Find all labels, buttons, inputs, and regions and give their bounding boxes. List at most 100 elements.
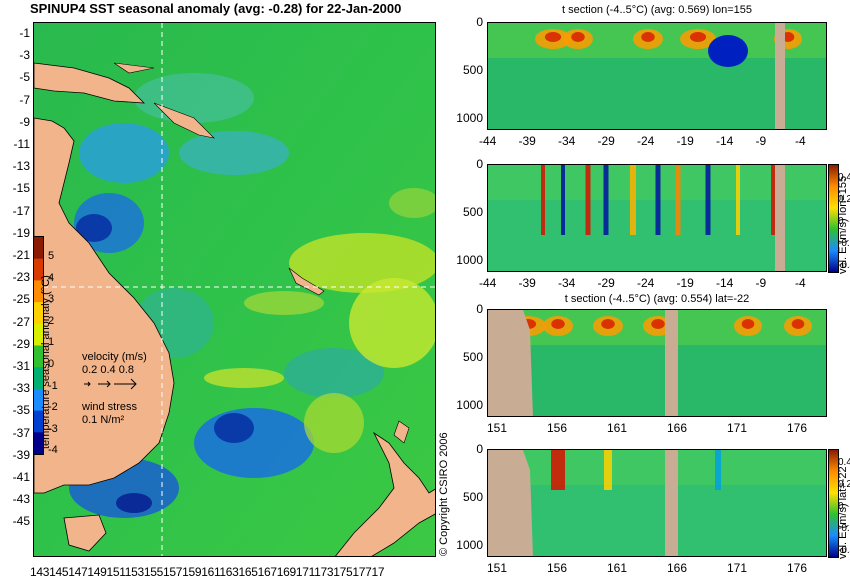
latitude-tick-label: -41: [12, 470, 30, 484]
latitude-tick-label: -43: [12, 492, 30, 507]
velocity-legend-scale: 0.2 0.4 0.8: [82, 364, 134, 376]
temperature-colorbar: [33, 236, 44, 455]
latitude-tick-label: -29: [12, 336, 30, 351]
depth-tick-label: 1000: [456, 398, 483, 412]
colorbar-swatch: [34, 367, 43, 390]
x-axis-tick-label: 156: [547, 561, 568, 575]
colorbar-tick-label: 4: [48, 271, 55, 284]
x-axis-tick-label: -34: [558, 276, 576, 290]
latitude-tick-label: -25: [12, 292, 30, 307]
colorbar-swatch: [34, 345, 43, 368]
colorbar-swatch: [34, 323, 43, 346]
velocity-colorbar-tick: 0.4: [838, 172, 850, 183]
cool-anomaly-patch: [79, 123, 169, 183]
x-axis-tick-label: 166: [667, 421, 688, 435]
latitude-tick-label: -15: [12, 181, 30, 196]
cool-anomaly-patch: [284, 348, 384, 398]
x-axis-tick-label: 171: [727, 561, 748, 575]
colorbar-tick-label: -2: [48, 401, 58, 414]
colorbar-swatch: [34, 410, 43, 433]
x-axis-tick-label: -9: [755, 134, 767, 148]
warm-core: [601, 319, 615, 329]
latitude-tick-label: -9: [19, 114, 30, 129]
warm-core: [571, 32, 585, 42]
colorbar-tick-label: 2: [48, 314, 55, 327]
velocity-stripe: [705, 165, 711, 235]
x-axis-tick-label: -4: [795, 134, 806, 148]
x-axis-tick-label: 176: [787, 561, 808, 575]
velocity-stripe: [604, 450, 612, 490]
colorbar-tick-label: 5: [48, 250, 55, 262]
latitude-tick-label: -13: [12, 159, 30, 174]
latitude-tick-label: -27: [12, 314, 30, 329]
section-panel-1[interactable]: [487, 22, 827, 130]
depth-tick-label: 500: [462, 350, 483, 364]
colorbar-swatch: [34, 237, 43, 260]
warm-anomaly-patch: [204, 368, 284, 388]
velocity-colorbar: [828, 164, 839, 273]
cool-anomaly-patch: [194, 408, 314, 478]
cold-eddy: [708, 35, 748, 67]
velocity-stripe: [541, 165, 545, 235]
velocity-stripe: [561, 165, 565, 235]
x-axis-tick-label: 166: [667, 561, 688, 575]
x-axis-tick-label: 171: [727, 421, 748, 435]
warm-core: [551, 319, 565, 329]
longitude-labels: 1431451471491511531551571591611631651671…: [30, 565, 385, 579]
latitude-tick-label: -19: [12, 225, 30, 240]
island-land: [113, 62, 155, 74]
warm-anomaly-patch: [349, 278, 435, 368]
x-axis-tick-label: -14: [716, 276, 734, 290]
colorbar-tick-label: -4: [48, 444, 58, 457]
velocity-colorbar-tick: 0.2: [838, 194, 850, 205]
warm-core: [641, 32, 655, 42]
x-axis-tick-label: -39: [518, 134, 536, 148]
warm-anomaly-patch: [289, 233, 435, 293]
colorbar-swatch: [34, 302, 43, 325]
colorbar-tick-label: 0: [48, 358, 55, 370]
section-panel-4[interactable]: [487, 449, 827, 557]
velocity-colorbar-tick: -0.2: [838, 523, 850, 534]
new-guinea-land: [34, 62, 146, 104]
x-axis-tick-label: -44: [479, 276, 497, 290]
latitude-tick-label: -37: [12, 425, 30, 440]
velocity-arrows-icon: [84, 378, 137, 390]
latitude-tick-label: -39: [12, 447, 30, 462]
velocity-panel-side-label: vel. E (m/s) lat=-22: [837, 466, 849, 559]
warm-anomaly-patch: [304, 393, 364, 453]
cool-anomaly-patch: [76, 214, 112, 242]
section-panel-title: t section (-4..5°C) (avg: 0.569) lon=155: [562, 4, 752, 16]
warm-anomaly-patch: [244, 291, 324, 315]
x-axis-tick-label: -34: [558, 134, 576, 148]
australia-land: [34, 117, 175, 494]
section-panel-2[interactable]: [487, 164, 827, 272]
map-title: SPINUP4 SST seasonal anomaly (avg: -0.28…: [30, 1, 402, 16]
velocity-stripe: [551, 450, 565, 490]
depth-tick-label: 0: [476, 157, 483, 171]
velocity-colorbar-tick: 0: [838, 216, 844, 227]
new-zealand-north-land: [393, 420, 410, 444]
x-axis-tick-label: -24: [637, 276, 655, 290]
wind-legend-scale: 0.1 N/m²: [82, 414, 125, 426]
warm-core: [544, 32, 562, 42]
velocity-stripe: [715, 450, 721, 490]
sst-anomaly-map[interactable]: [33, 22, 436, 557]
velocity-stripe: [736, 165, 740, 235]
colorbar-tick-label: -1: [48, 379, 58, 392]
latitude-tick-label: -7: [19, 92, 30, 107]
x-axis-tick-label: 151: [487, 421, 508, 435]
cool-anomaly-patch: [134, 73, 254, 123]
x-axis-tick-label: 161: [607, 561, 628, 575]
depth-tick-label: 500: [462, 63, 483, 77]
x-axis-tick-label: -39: [518, 276, 536, 290]
colorbar-tick-label: -3: [48, 422, 58, 435]
section-land-gap: [775, 23, 785, 129]
velocity-colorbar-tick: 0.4: [838, 457, 850, 468]
section-panel-3[interactable]: [487, 309, 827, 417]
latitude-tick-label: -33: [12, 381, 30, 396]
colorbar-title: temperature seasonal anomaly (°C): [40, 275, 52, 449]
cool-anomaly-patch: [179, 131, 289, 175]
warm-core: [791, 319, 805, 329]
colorbar-tick-label: 3: [48, 293, 55, 306]
x-axis-tick-label: -44: [479, 134, 497, 148]
